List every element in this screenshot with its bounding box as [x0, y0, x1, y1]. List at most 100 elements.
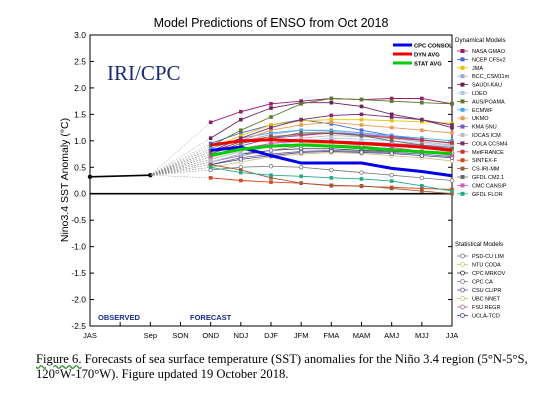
model-point — [450, 101, 454, 106]
model-connector — [150, 167, 211, 176]
model-point — [420, 186, 424, 191]
forecast-annotation: FORECAST — [190, 313, 232, 322]
model-point — [208, 157, 213, 162]
model-point — [269, 101, 273, 106]
model-point — [329, 96, 334, 101]
model-point — [389, 173, 394, 178]
model-point — [269, 180, 273, 184]
model-point — [420, 119, 424, 124]
model-point — [269, 173, 273, 178]
model-point — [208, 154, 213, 159]
model-point — [450, 189, 454, 193]
legend-dynamical-header: Dynamical Models — [455, 37, 506, 44]
model-point — [389, 96, 394, 101]
model-point — [208, 141, 213, 146]
y-tick-label: 3.0 — [74, 30, 86, 40]
model-point — [239, 133, 243, 138]
model-point — [298, 150, 304, 155]
model-point — [239, 131, 243, 135]
model-point — [208, 152, 213, 156]
model-point — [420, 96, 424, 101]
model-point — [329, 100, 334, 105]
legend-dynamical-marker — [460, 149, 465, 154]
legend-dynamical-marker — [460, 166, 465, 171]
model-point — [420, 100, 424, 105]
model-connector — [150, 122, 211, 176]
model-connector — [150, 153, 211, 176]
model-point — [359, 177, 364, 181]
legend-statistical-marker — [460, 313, 465, 318]
legend-dynamical-marker — [460, 65, 465, 70]
model-point — [239, 136, 243, 140]
legend-dynamical-marker — [460, 116, 465, 121]
legend-dynamical-label: BCC_CSM11m — [472, 74, 510, 80]
model-point — [389, 139, 394, 143]
legend-average-label: DYN AVG — [414, 53, 440, 59]
legend-dynamical-label: SAUDI-KAU — [472, 83, 502, 89]
legend-dynamical-label: AUS/POAMA — [472, 99, 505, 105]
y-tick-label: 2.5 — [74, 56, 86, 66]
legend-dynamical-label: IOCAS ICM — [472, 133, 501, 139]
legend-dynamical-label: JMA — [472, 66, 483, 72]
legend-dynamical-marker — [460, 107, 465, 112]
legend-statistical-marker — [460, 270, 465, 276]
model-point — [269, 106, 273, 110]
model-point — [329, 149, 334, 154]
legend-dynamical-label: KMA SNU — [472, 125, 497, 131]
legend-dynamical-marker — [460, 191, 465, 196]
model-point — [329, 136, 334, 140]
legend-statistical-label: NTU CODA — [472, 263, 501, 269]
model-point — [329, 183, 334, 188]
observed-point — [87, 174, 93, 179]
model-point — [239, 168, 243, 172]
figure-label: Figure 6. — [36, 352, 82, 366]
legend-dynamical-marker — [460, 91, 465, 95]
legend-statistical-label: FSU REGR — [472, 305, 500, 311]
model-point — [269, 125, 273, 130]
model-point — [299, 128, 303, 133]
model-point — [389, 179, 394, 183]
model-point — [239, 117, 243, 122]
model-point — [329, 133, 334, 138]
model-point — [269, 131, 273, 135]
model-point — [389, 125, 394, 130]
legend-statistical-label: UCLA-TCD — [472, 314, 500, 320]
model-point — [359, 112, 364, 117]
model-point — [239, 128, 243, 133]
model-point — [450, 153, 454, 158]
model-point — [329, 167, 334, 173]
legend-dynamical-marker — [460, 183, 465, 188]
model-point — [239, 109, 243, 114]
model-connector — [150, 161, 211, 176]
model-point — [329, 128, 334, 133]
legend-statistical-label: PSD-CU LIM — [472, 254, 504, 260]
model-point — [208, 136, 213, 140]
model-point — [299, 136, 303, 140]
legend-statistical-label: CPC CA — [472, 280, 493, 286]
model-point — [359, 104, 364, 109]
model-point — [208, 146, 213, 151]
model-point — [268, 148, 274, 153]
y-tick-label: 1.0 — [74, 136, 86, 146]
model-point — [238, 157, 244, 162]
chart-title: Model Predictions of ENSO from Oct 2018 — [154, 16, 389, 30]
x-tick-label: DJF — [264, 331, 278, 340]
model-point — [450, 191, 454, 196]
legend-statistical-label: CSU CLIPR — [472, 288, 501, 294]
model-point — [389, 112, 394, 117]
model-point — [420, 143, 424, 147]
enso-chart: 3.0 2.5 2.0 1.5 1.0 0.5 0.0 -0.5 -1.0 -1.5 -2.0 -2.… — [59, 16, 510, 340]
model-point — [359, 137, 364, 142]
legend-dynamical-label: LDEO — [472, 91, 488, 97]
y-tick-label: -2.5 — [71, 321, 86, 331]
y-tick-label: 0.0 — [74, 189, 86, 199]
model-connector — [150, 164, 211, 176]
model-point — [239, 152, 243, 156]
legend-dynamical-label: CS-IRI-MM — [472, 167, 500, 173]
model-point — [420, 189, 424, 193]
model-point — [208, 120, 213, 125]
model-point — [269, 115, 273, 119]
iri-cpc-watermark: IRI/CPC — [107, 61, 181, 85]
model-point — [208, 144, 213, 148]
observed-line — [89, 174, 151, 178]
